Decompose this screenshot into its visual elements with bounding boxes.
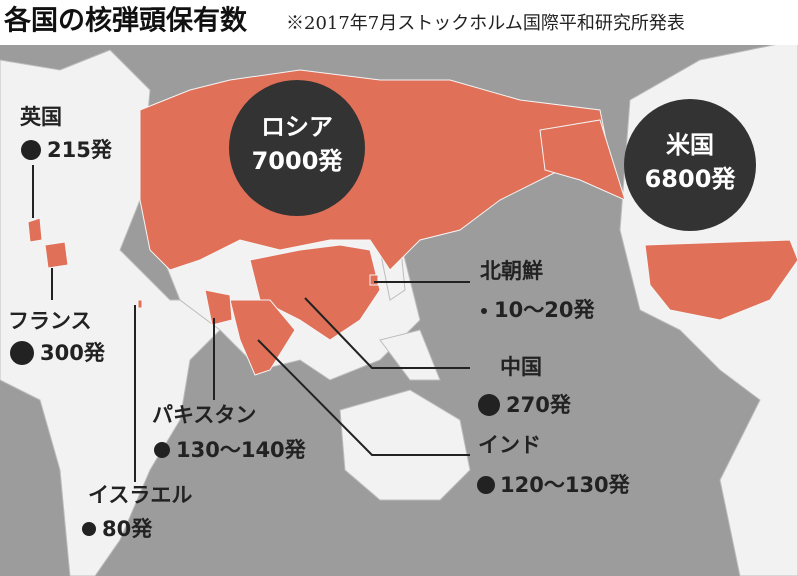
warhead-count: 6800発 bbox=[645, 165, 737, 193]
country-name: 米国 bbox=[666, 131, 714, 159]
pakistan-area bbox=[204, 289, 233, 326]
title: 各国の核弾頭保有数 bbox=[3, 5, 248, 37]
alaska-area bbox=[539, 119, 626, 201]
country-name: インド bbox=[478, 433, 541, 457]
warhead-count: 10～20発 bbox=[494, 298, 595, 322]
russia-badge bbox=[229, 80, 365, 216]
country-name: 中国 bbox=[500, 355, 542, 379]
china-area bbox=[249, 244, 381, 341]
country-name: 英国 bbox=[20, 105, 62, 129]
dot bbox=[477, 476, 495, 494]
leader-lines bbox=[32, 165, 470, 482]
country-name: パキスタン bbox=[152, 403, 256, 427]
country-name: 北朝鮮 bbox=[480, 259, 543, 283]
us-badge bbox=[624, 99, 756, 231]
uk-area bbox=[27, 217, 43, 243]
warhead-count: 120～130発 bbox=[500, 473, 631, 497]
warhead-count: 80発 bbox=[102, 517, 153, 541]
india-area bbox=[229, 299, 296, 376]
warhead-count: 130～140発 bbox=[176, 438, 307, 462]
warhead-count: 7000発 bbox=[252, 147, 344, 175]
dot bbox=[10, 341, 34, 365]
country-name: ロシア bbox=[261, 113, 333, 141]
north-korea-area bbox=[369, 274, 379, 286]
dot bbox=[82, 522, 96, 536]
us-area bbox=[644, 239, 798, 321]
warhead-count: 270発 bbox=[506, 393, 572, 417]
israel-area bbox=[137, 299, 143, 309]
dot bbox=[478, 394, 500, 416]
dot bbox=[154, 442, 170, 458]
dot bbox=[481, 308, 487, 314]
warhead-count: 300発 bbox=[40, 341, 106, 365]
title-bar bbox=[0, 0, 798, 45]
country-name: イスラエル bbox=[88, 483, 192, 507]
warhead-count: 215発 bbox=[47, 138, 113, 162]
dot bbox=[21, 140, 41, 160]
france-area bbox=[44, 241, 69, 269]
source: ※2017年7月ストックホルム国際平和研究所発表 bbox=[286, 13, 685, 34]
country-name: フランス bbox=[8, 309, 92, 333]
